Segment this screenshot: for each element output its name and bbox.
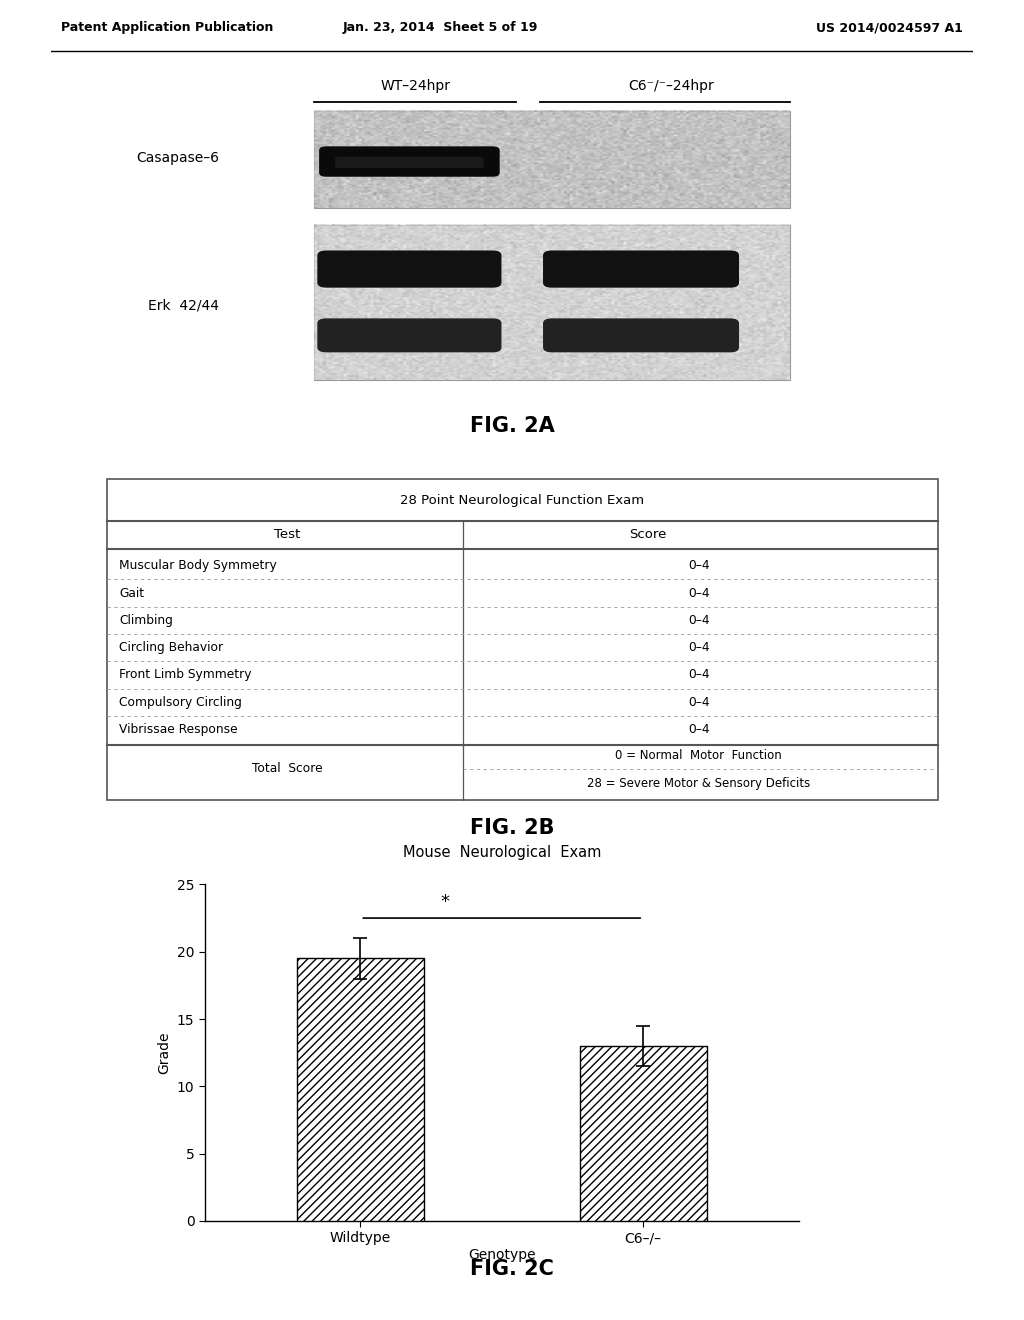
- Text: WT–24hpr: WT–24hpr: [380, 78, 451, 92]
- Text: 28 = Severe Motor & Sensory Deficits: 28 = Severe Motor & Sensory Deficits: [587, 777, 810, 789]
- Text: US 2014/0024597 A1: US 2014/0024597 A1: [816, 21, 963, 34]
- Title: Mouse  Neurological  Exam: Mouse Neurological Exam: [402, 845, 601, 859]
- FancyBboxPatch shape: [317, 251, 502, 288]
- Text: FIG. 2B: FIG. 2B: [470, 817, 554, 838]
- Text: 0–4: 0–4: [688, 696, 710, 709]
- Text: Climbing: Climbing: [119, 614, 173, 627]
- Text: Erk  42/44: Erk 42/44: [148, 298, 219, 313]
- Text: FIG. 2A: FIG. 2A: [470, 416, 554, 437]
- Text: Score: Score: [630, 528, 667, 541]
- Text: Vibrissae Response: Vibrissae Response: [119, 723, 238, 735]
- Text: C6⁻/⁻–24hpr: C6⁻/⁻–24hpr: [628, 78, 714, 92]
- FancyBboxPatch shape: [317, 318, 502, 352]
- Text: 0–4: 0–4: [688, 614, 710, 627]
- Text: Jan. 23, 2014  Sheet 5 of 19: Jan. 23, 2014 Sheet 5 of 19: [343, 21, 538, 34]
- Text: 0–4: 0–4: [688, 668, 710, 681]
- Y-axis label: Grade: Grade: [158, 1031, 171, 1074]
- Text: Total  Score: Total Score: [252, 763, 323, 775]
- Bar: [314, 111, 790, 209]
- Text: 0–4: 0–4: [688, 642, 710, 655]
- Text: Compulsory Circling: Compulsory Circling: [119, 696, 242, 709]
- FancyBboxPatch shape: [543, 318, 739, 352]
- Bar: [297, 958, 424, 1221]
- Text: Test: Test: [274, 528, 300, 541]
- Text: Gait: Gait: [119, 586, 144, 599]
- Text: Muscular Body Symmetry: Muscular Body Symmetry: [119, 560, 276, 573]
- Text: Patent Application Publication: Patent Application Publication: [61, 21, 273, 34]
- Bar: [580, 1045, 707, 1221]
- FancyBboxPatch shape: [335, 157, 483, 168]
- Bar: [314, 224, 790, 380]
- Text: Front Limb Symmetry: Front Limb Symmetry: [119, 668, 252, 681]
- FancyBboxPatch shape: [319, 147, 500, 177]
- Text: FIG. 2C: FIG. 2C: [470, 1258, 554, 1279]
- Text: 0–4: 0–4: [688, 586, 710, 599]
- Text: Circling Behavior: Circling Behavior: [119, 642, 223, 655]
- Text: Casapase–6: Casapase–6: [136, 152, 219, 165]
- FancyBboxPatch shape: [543, 251, 739, 288]
- Text: 28 Point Neurological Function Exam: 28 Point Neurological Function Exam: [400, 494, 644, 507]
- Text: 0–4: 0–4: [688, 723, 710, 735]
- Text: *: *: [440, 894, 450, 911]
- Text: 0 = Normal  Motor  Function: 0 = Normal Motor Function: [615, 750, 782, 763]
- X-axis label: Genotype: Genotype: [468, 1249, 536, 1262]
- Text: 0–4: 0–4: [688, 560, 710, 573]
